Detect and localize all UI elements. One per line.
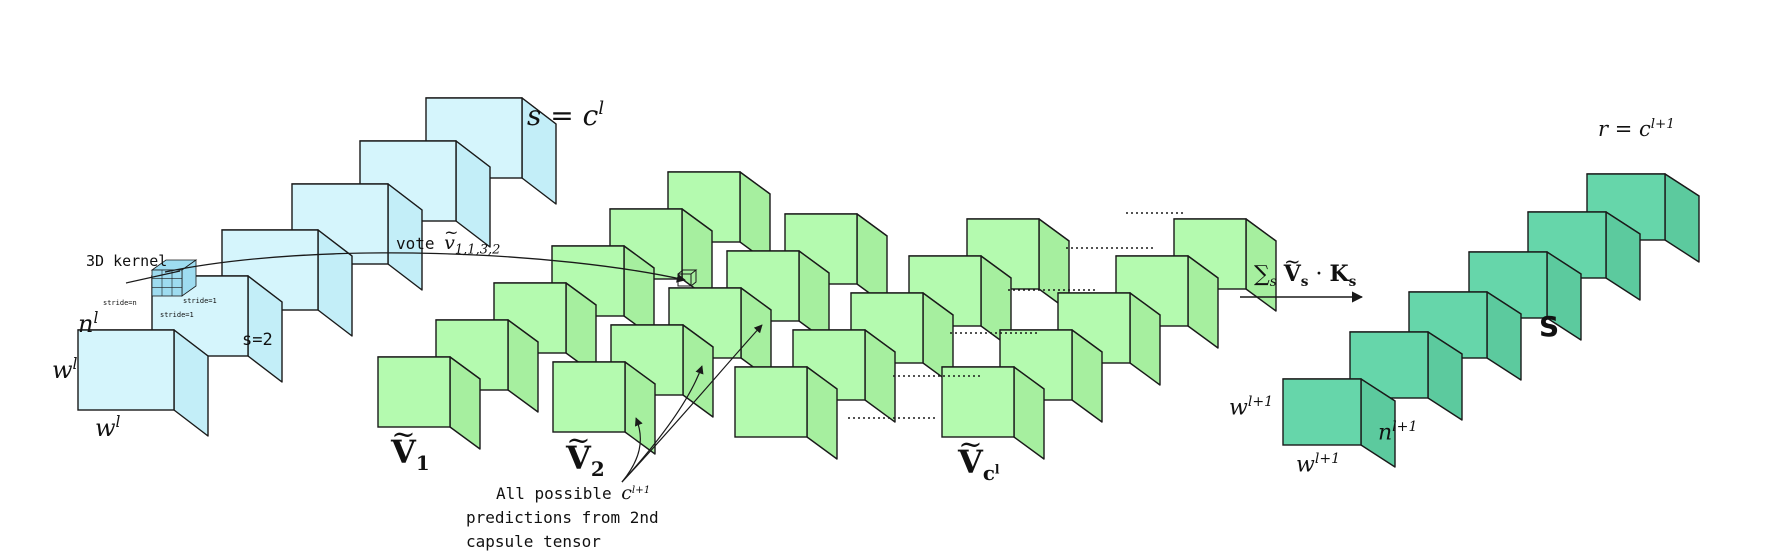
group-vcl-sup: l bbox=[994, 462, 1000, 477]
input-depth-label: s = cl bbox=[527, 100, 604, 130]
output-n-label: nl+1 bbox=[1378, 420, 1417, 444]
input-capsule-tensor bbox=[77, 97, 557, 437]
sum-k-sub: s bbox=[1348, 273, 1357, 290]
output-cube-4 bbox=[1468, 251, 1582, 341]
cube-side-face bbox=[1664, 173, 1700, 263]
annotation-arrow-1 bbox=[621, 417, 643, 483]
vote-group-3-cube-1 bbox=[734, 366, 838, 460]
sum-dot: · bbox=[1308, 262, 1330, 287]
input-cube-3 bbox=[221, 229, 353, 337]
group-label-v1: V1 bbox=[391, 420, 430, 475]
output-w-side-sup: l+1 bbox=[1247, 394, 1274, 410]
kernel-label: 3D kernel bbox=[86, 252, 168, 270]
vote-label: vote v1,1,3,2 bbox=[396, 225, 501, 258]
output-s-label: S bbox=[1539, 310, 1560, 343]
cube-front-face bbox=[552, 361, 626, 433]
output-w-bottom-label: wl+1 bbox=[1296, 452, 1340, 476]
input-w-side-label: wl bbox=[52, 355, 78, 385]
group-label-vcl: Vcl bbox=[958, 430, 1000, 485]
kernel-front bbox=[151, 269, 183, 297]
annotation-line-3: capsule tensor bbox=[466, 532, 601, 552]
vote-symbol: v bbox=[444, 225, 455, 253]
cube-side-face bbox=[856, 213, 888, 307]
output-r-sup: l+1 bbox=[1650, 117, 1675, 132]
sum-k: K bbox=[1329, 261, 1349, 287]
vote-group-2-cube-5 bbox=[784, 213, 888, 307]
input-n-text: n bbox=[78, 310, 94, 339]
output-w-bottom-text: w bbox=[1296, 452, 1315, 478]
annotation-line-1: All possible cl+1 bbox=[466, 478, 659, 506]
output-w-bottom-sup: l+1 bbox=[1314, 451, 1341, 467]
group-label-v2: V2 bbox=[566, 426, 605, 481]
vote-arrow bbox=[164, 252, 686, 283]
output-r-text: r = c bbox=[1598, 117, 1651, 142]
predictions-annotation: All possible cl+1 predictions from 2nd c… bbox=[466, 478, 659, 554]
vote-element-cube-top bbox=[677, 269, 698, 275]
vote-subscript: 1,1,3,2 bbox=[454, 242, 501, 258]
sum-v-sub: s bbox=[1300, 273, 1309, 290]
cube-side-face bbox=[739, 171, 771, 265]
group-v2-sub: 2 bbox=[590, 456, 605, 481]
stride-right-label: stride=1 bbox=[183, 297, 217, 305]
input-cube-1 bbox=[77, 329, 209, 437]
output-r-label: r = cl+1 bbox=[1598, 118, 1675, 140]
output-n-text: n bbox=[1378, 420, 1393, 446]
annotation-line-1-text: All possible bbox=[496, 484, 622, 504]
stride-left-label: stride=n bbox=[103, 299, 137, 307]
connector-arrows bbox=[125, 252, 1364, 483]
vote-group-cl-cube-1 bbox=[941, 366, 1045, 460]
input-w-side-sup: l bbox=[72, 355, 78, 373]
3d-kernel-grid bbox=[150, 259, 698, 297]
input-n-label: nl bbox=[78, 309, 99, 339]
s2-label: s=2 bbox=[242, 330, 273, 350]
input-w-bottom-label: wl bbox=[95, 413, 121, 443]
output-cube-3 bbox=[1408, 291, 1522, 381]
output-cube-6 bbox=[1586, 173, 1700, 263]
annotation-math: c bbox=[621, 482, 632, 505]
kernel-label-leader bbox=[125, 270, 181, 284]
group-v2-letter: V bbox=[566, 426, 591, 474]
input-w-bottom-text: w bbox=[95, 414, 116, 443]
sum-v: V bbox=[1284, 252, 1301, 285]
cube-front-face bbox=[1282, 378, 1362, 446]
group-v1-letter: V bbox=[391, 420, 416, 468]
sum-formula: ∑s Vs · Ks bbox=[1254, 252, 1357, 290]
annotation-math-sup: l+1 bbox=[631, 484, 651, 496]
input-w-side-text: w bbox=[52, 356, 73, 385]
cube-front-face bbox=[941, 366, 1015, 438]
input-depth-text: s = c bbox=[527, 98, 599, 132]
vote-prefix: vote bbox=[396, 234, 445, 253]
group-vcl-letter: V bbox=[958, 430, 983, 478]
vote-tensors bbox=[377, 171, 1277, 460]
vote-group-1-cube-1 bbox=[377, 356, 481, 450]
annotation-arrow-3 bbox=[621, 324, 763, 483]
output-n-sup: l+1 bbox=[1392, 419, 1418, 435]
vote-group-cl-cube-3 bbox=[1057, 292, 1161, 386]
output-cube-1 bbox=[1282, 378, 1396, 468]
input-w-bottom-sup: l bbox=[115, 413, 121, 431]
stride-bottom-label: stride=1 bbox=[160, 311, 194, 319]
input-depth-sup: l bbox=[598, 98, 605, 119]
input-cube-5 bbox=[359, 140, 491, 248]
output-capsule-tensor bbox=[1282, 173, 1700, 468]
output-w-side-text: w bbox=[1229, 395, 1248, 421]
cube-front-face bbox=[377, 356, 451, 428]
sum-sigma-sub: s bbox=[1269, 273, 1277, 290]
group-vcl-sub: c bbox=[982, 460, 995, 485]
annotation-line-2: predictions from 2nd bbox=[466, 508, 659, 528]
output-w-side-label: wl+1 bbox=[1229, 395, 1273, 419]
group-v1-sub: 1 bbox=[415, 450, 430, 475]
vote-element-cube-side bbox=[690, 270, 697, 287]
cube-front-face bbox=[734, 366, 808, 438]
vote-group-2-cube-1 bbox=[552, 361, 656, 455]
input-n-sup: l bbox=[93, 309, 99, 327]
cube-front-face bbox=[77, 329, 175, 411]
sum-sigma: ∑ bbox=[1254, 262, 1270, 287]
